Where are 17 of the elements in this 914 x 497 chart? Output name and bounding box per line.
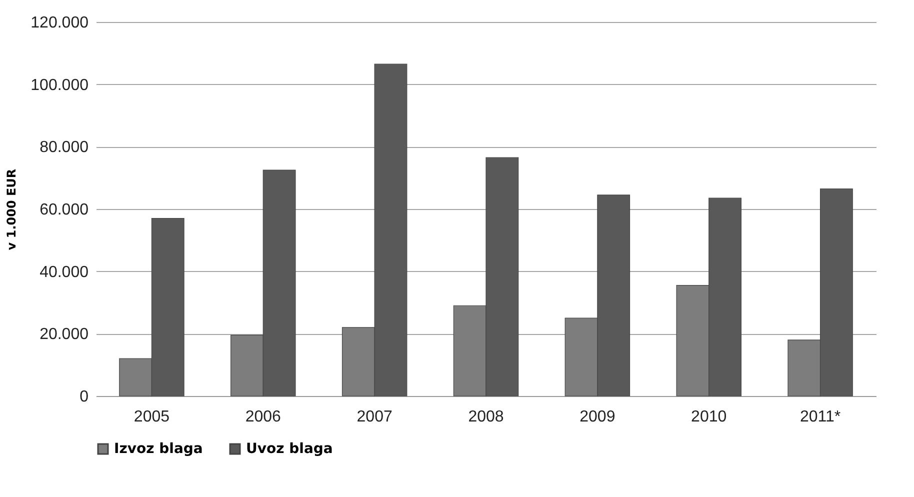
x-tick-label: 2006 <box>245 408 282 426</box>
x-tick-label: 2008 <box>468 408 504 426</box>
y-tick-label: 120.000 <box>30 14 89 32</box>
y-axis-title: v 1.000 EUR <box>4 168 19 250</box>
x-tick-label: 2010 <box>691 408 727 426</box>
y-tick-label: 40.000 <box>40 264 89 281</box>
x-tick-label: 2009 <box>580 408 616 426</box>
legend-label: Izvoz blaga <box>114 441 203 457</box>
x-tick-label: 2007 <box>356 408 392 426</box>
x-tick-label: 2005 <box>134 408 170 426</box>
legend-label: Uvoz blaga <box>246 441 333 457</box>
y-tick-label: 0 <box>80 388 89 406</box>
y-tick-label: 100.000 <box>30 76 89 94</box>
y-tick-label: 60.000 <box>40 202 89 218</box>
x-tick-label: 2011* <box>800 408 841 426</box>
y-tick-label: 80.000 <box>40 139 89 156</box>
y-tick-label: 20.000 <box>40 326 89 344</box>
